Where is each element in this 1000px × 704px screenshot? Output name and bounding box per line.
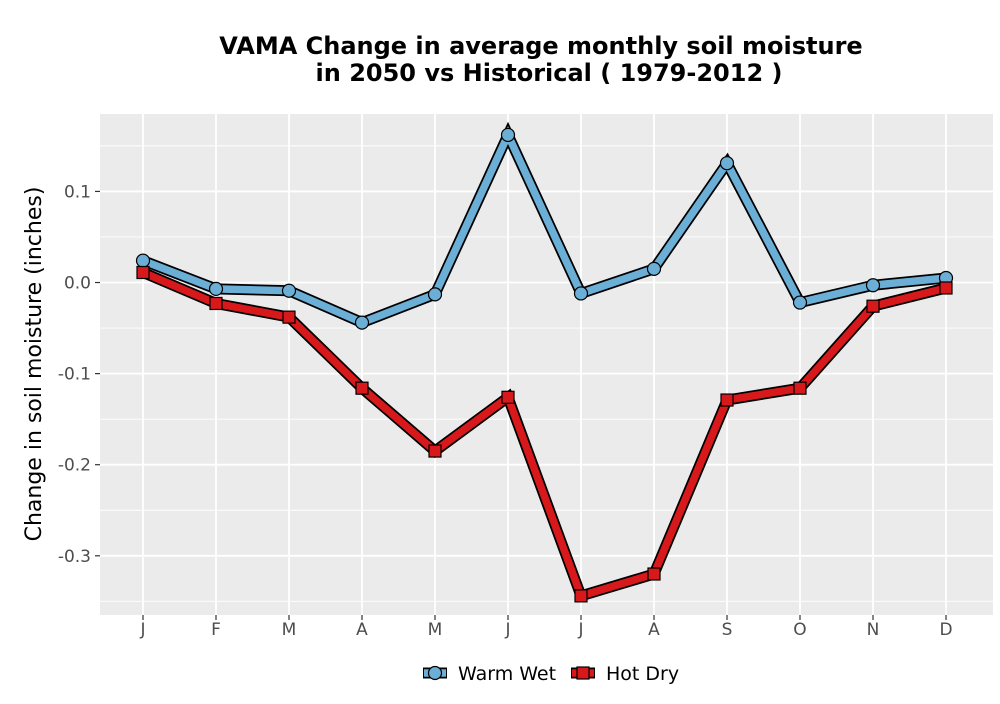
y-tick-label: -0.3 — [58, 547, 91, 567]
chart-subtitle: in 2050 vs Historical ( 1979-2012 ) — [316, 59, 783, 87]
data-point — [866, 299, 880, 313]
data-point — [281, 283, 297, 298]
data-point — [646, 261, 662, 276]
x-tick-label: O — [793, 620, 806, 640]
y-tick-label: -0.1 — [58, 365, 91, 385]
x-tick-label: N — [867, 620, 880, 640]
series-line — [141, 269, 947, 601]
data-point — [939, 281, 953, 295]
data-point — [647, 567, 661, 581]
legend: Warm Wet Hot Dry — [423, 663, 679, 685]
data-point — [793, 381, 807, 395]
y-tick-label: 0.1 — [64, 182, 91, 202]
data-point — [209, 296, 223, 311]
data-point — [500, 127, 516, 143]
data-point — [792, 295, 808, 310]
x-tick-label: M — [282, 620, 297, 640]
data-point — [573, 286, 589, 301]
major-gridlines — [100, 114, 993, 615]
plot-panel — [100, 114, 993, 615]
data-point — [136, 265, 150, 280]
y-axis-title: Change in soil moisture (inches) — [22, 187, 47, 542]
data-point — [574, 589, 588, 603]
x-tick-label: A — [356, 620, 368, 640]
y-tick-label: -0.2 — [58, 456, 91, 476]
series-line — [141, 125, 947, 327]
x-tick-label: A — [648, 620, 660, 640]
data-point — [354, 315, 370, 330]
data-point — [208, 281, 224, 296]
minor-gridlines — [100, 145, 993, 602]
x-tick-label: S — [722, 620, 733, 640]
y-axis: -0.3 -0.2 -0.1 0.0 0.1 — [58, 182, 100, 567]
x-tick-label: M — [428, 620, 443, 640]
x-tick-label: D — [939, 620, 952, 640]
x-tick-label: J — [504, 620, 510, 640]
legend-label: Warm Wet — [458, 663, 556, 685]
y-tick-label: 0.0 — [64, 274, 91, 294]
data-point — [135, 253, 151, 268]
legend-key-marker — [427, 665, 443, 681]
data-point — [720, 393, 734, 407]
x-tick-label: F — [211, 620, 221, 640]
data-point — [501, 390, 515, 404]
data-point — [719, 156, 735, 171]
legend-label: Hot Dry — [606, 663, 679, 685]
x-tick-label: J — [577, 620, 583, 640]
series-layer — [135, 121, 954, 603]
legend-key-marker — [576, 666, 590, 680]
x-tick-label: J — [139, 620, 145, 640]
data-point — [428, 444, 442, 458]
data-point — [355, 381, 369, 395]
data-point — [282, 310, 296, 324]
chart-title: VAMA Change in average monthly soil mois… — [219, 32, 862, 60]
data-point — [427, 287, 443, 302]
data-point — [865, 278, 881, 293]
